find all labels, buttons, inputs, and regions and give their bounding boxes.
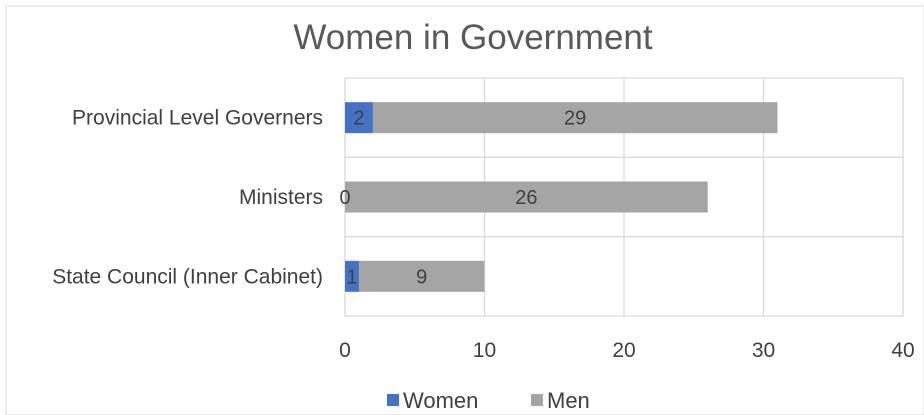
x-tick-label: 40 [891, 339, 914, 362]
legend-swatch-women [387, 394, 399, 406]
category-label: Ministers [239, 186, 323, 209]
bar-men-2 [358, 260, 485, 292]
legend: Women Men [387, 388, 590, 413]
data-label: 29 [564, 108, 586, 130]
legend-swatch-men [531, 394, 543, 406]
chart-title: Women in Government [293, 18, 653, 57]
legend-label-men: Men [547, 388, 590, 413]
data-label: 2 [353, 108, 364, 130]
data-label: 0 [339, 187, 350, 209]
x-tick-label: 0 [339, 339, 351, 362]
bar-men-0 [372, 102, 778, 134]
data-label: 1 [346, 266, 357, 288]
bar-women-0 [345, 102, 373, 134]
data-label: 26 [515, 187, 537, 209]
bars [345, 102, 778, 292]
category-label: Provincial Level Governers [72, 107, 323, 130]
bar-women-2 [345, 260, 359, 292]
category-label: State Council (Inner Cabinet) [52, 265, 323, 288]
legend-label-women: Women [403, 388, 478, 413]
x-tick-label: 30 [752, 339, 775, 362]
bar-men-1 [345, 181, 708, 213]
data-label: 9 [416, 266, 427, 288]
x-tick-label: 10 [473, 339, 496, 362]
x-tick-label: 20 [612, 339, 635, 362]
